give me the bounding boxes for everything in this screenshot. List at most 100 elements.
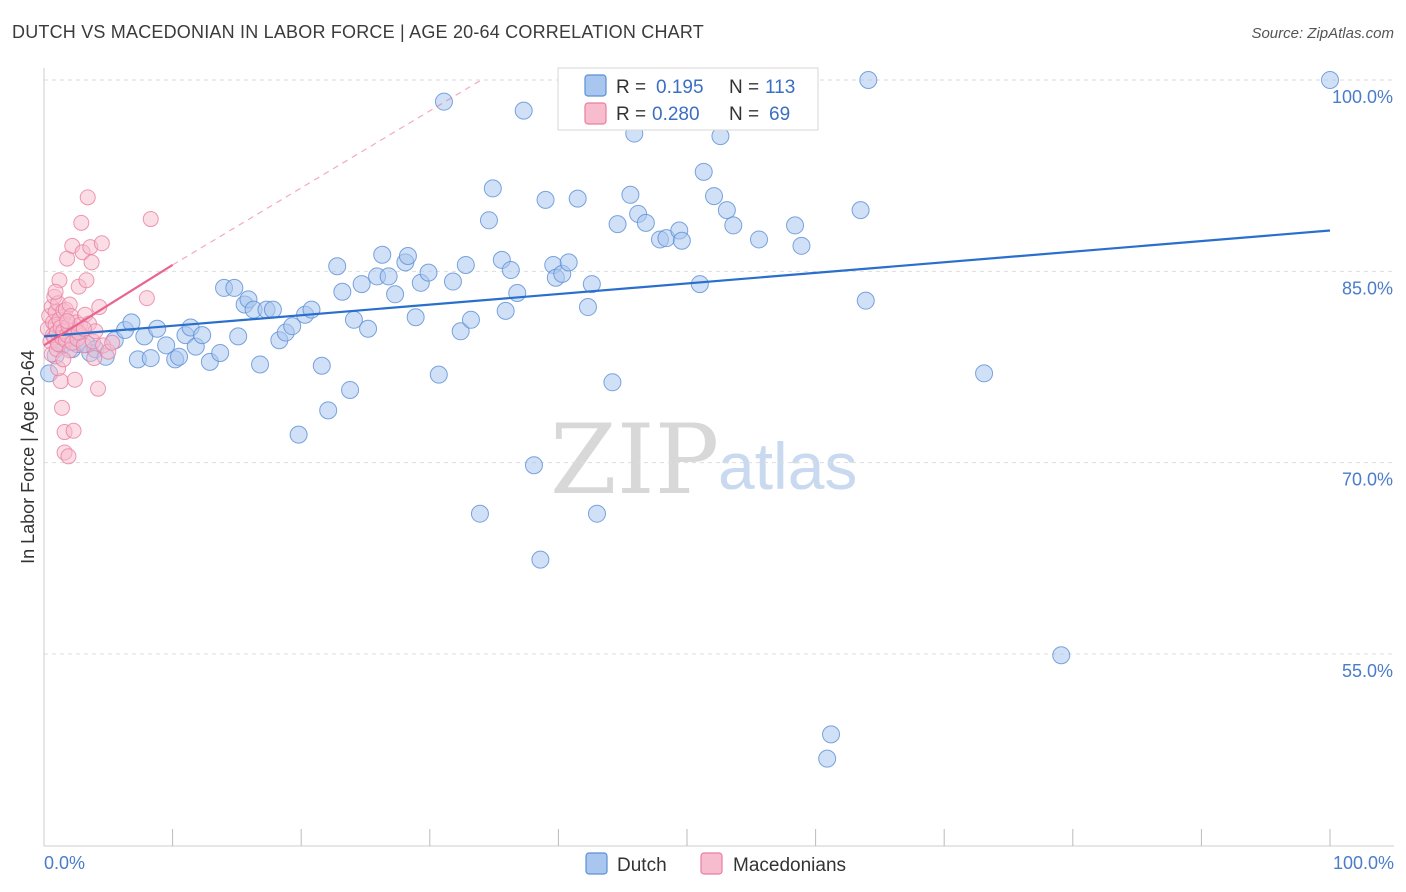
dutch-point: [568, 189, 587, 208]
dutch-point: [251, 355, 270, 374]
macedonian-trend-line-extended: [172, 79, 482, 266]
macedonian-point: [104, 334, 121, 351]
macedonian-point: [60, 448, 77, 465]
dutch-point: [429, 365, 448, 384]
dutch-point: [229, 327, 248, 346]
dutch-point: [531, 550, 550, 569]
dutch-point: [461, 310, 480, 329]
dutch-r-value: 0.195: [656, 77, 704, 98]
dutch-point: [851, 201, 870, 220]
y-tick-label: 55.0%: [1342, 661, 1393, 681]
dutch-point: [621, 185, 640, 204]
dutch-point: [283, 317, 302, 336]
macedonian-point: [142, 211, 159, 228]
dutch-point: [587, 504, 606, 523]
dutch-n-label: N =: [729, 77, 759, 98]
macedonian-point: [54, 399, 71, 416]
dutch-point: [1321, 71, 1339, 89]
dutch-point: [352, 275, 371, 294]
macedonian-point: [66, 371, 83, 388]
y-axis-label: In Labor Force | Age 20-64: [18, 350, 38, 564]
macedonian-bottom-label: Macedonians: [733, 855, 846, 876]
macedonian-point: [47, 283, 64, 300]
dutch-point: [483, 179, 502, 198]
macedonian-legend-swatch: [584, 102, 607, 125]
dutch-point: [398, 247, 417, 266]
macedonian-r-value: 0.280: [652, 104, 700, 125]
dutch-point: [822, 725, 841, 744]
dutch-n-value: 113: [765, 77, 795, 98]
dutch-point: [193, 326, 212, 345]
dutch-point: [501, 261, 520, 280]
bottom-legend: Dutch Macedonians: [585, 852, 846, 876]
macedonian-point: [59, 313, 76, 330]
dutch-point: [373, 245, 392, 264]
dutch-point: [536, 190, 555, 209]
dutch-point: [289, 425, 308, 444]
macedonian-point: [79, 189, 96, 206]
dutch-point: [419, 263, 438, 282]
macedonian-point: [86, 350, 103, 367]
dutch-point: [359, 319, 378, 338]
x-ticks: [172, 829, 1331, 846]
dutch-point: [559, 253, 578, 272]
macedonian-point: [83, 254, 100, 271]
dutch-point: [514, 101, 533, 120]
dutch-point: [333, 282, 352, 301]
dutch-point: [786, 216, 805, 235]
dutch-point: [705, 187, 724, 206]
y-tick-label: 100.0%: [1332, 87, 1393, 107]
dutch-point: [386, 285, 405, 304]
macedonian-bottom-swatch: [700, 852, 723, 875]
macedonian-point: [65, 422, 82, 439]
dutch-point: [724, 216, 743, 235]
dutch-point: [856, 291, 875, 310]
macedonian-point: [138, 290, 155, 307]
dutch-point: [608, 215, 627, 234]
dutch-point: [451, 322, 470, 341]
dutch-point: [578, 298, 597, 317]
dutch-point: [603, 373, 622, 392]
dutch-point: [406, 308, 425, 327]
macedonian-point: [93, 235, 110, 252]
dutch-legend-swatch: [584, 74, 607, 97]
macedonian-n-label: N =: [729, 104, 759, 125]
dutch-point: [636, 213, 655, 232]
gridlines: [44, 79, 1394, 655]
dutch-point: [148, 319, 167, 338]
dutch-point: [690, 275, 709, 294]
watermark-atlas: atlas: [718, 429, 857, 503]
dutch-point: [319, 401, 338, 420]
dutch-point: [434, 92, 453, 111]
dutch-point: [211, 343, 230, 362]
dutch-point: [479, 211, 498, 230]
dutch-point: [496, 301, 515, 320]
dutch-point: [122, 313, 141, 332]
dutch-point: [818, 749, 837, 768]
dutch-point: [470, 504, 489, 523]
dutch-point: [263, 300, 282, 319]
dutch-point: [1052, 646, 1071, 665]
dutch-trend-line: [43, 229, 1331, 338]
dutch-bottom-label: Dutch: [617, 855, 667, 876]
macedonian-point: [73, 214, 90, 231]
dutch-r-label: R =: [616, 77, 646, 98]
dutch-point: [141, 349, 160, 368]
dutch-point: [456, 255, 475, 274]
macedonian-point: [55, 351, 72, 368]
x-tick-label-min: 0.0%: [44, 853, 85, 873]
dutch-point: [443, 272, 462, 291]
y-tick-labels: 55.0% 70.0% 85.0% 100.0%: [1332, 87, 1393, 681]
dutch-point: [312, 356, 331, 375]
macedonian-trend-line: [43, 264, 174, 347]
trend-lines: [43, 79, 1331, 347]
dutch-point: [225, 278, 244, 297]
macedonian-point: [78, 272, 95, 289]
dutch-bottom-swatch: [585, 852, 608, 875]
dutch-point: [975, 364, 994, 383]
macedonian-n-value: 69: [769, 104, 790, 125]
dutch-point: [582, 275, 601, 294]
macedonian-r-label: R =: [616, 104, 646, 125]
dutch-point: [379, 267, 398, 286]
